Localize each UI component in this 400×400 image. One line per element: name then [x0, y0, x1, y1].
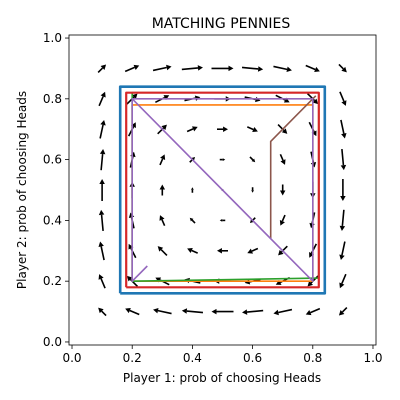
field-arrow: [219, 219, 226, 222]
field-arrow: [305, 307, 321, 316]
field-arrow: [305, 64, 320, 72]
y-tick-label: 0.2: [43, 274, 62, 288]
field-arrow: [338, 63, 347, 73]
y-axis: 0.0 0.2 0.4 0.6 0.8 1.0: [43, 31, 69, 349]
field-arrow: [279, 214, 286, 226]
y-tick-label: 0.8: [43, 92, 62, 106]
x-tick-label: 0.0: [62, 351, 81, 365]
y-axis-label: Player 2: prob of choosing Heads: [15, 91, 29, 289]
field-arrow: [98, 91, 106, 107]
field-arrow: [339, 273, 347, 289]
field-arrow: [97, 64, 107, 73]
trajectory-line: [131, 98, 314, 282]
plot-frame: [68, 34, 377, 346]
field-arrow: [246, 126, 258, 133]
field-arrow: [159, 215, 166, 226]
field-arrow: [273, 308, 293, 316]
field-arrow: [125, 308, 140, 316]
field-arrow: [339, 209, 346, 231]
chart-title: MATCHING PENNIES: [152, 16, 291, 32]
field-arrow: [124, 64, 140, 73]
field-arrow: [152, 64, 172, 72]
field-arrow: [159, 184, 166, 196]
field-arrow: [273, 65, 292, 73]
field-arrow: [98, 274, 106, 289]
field-arrow: [339, 241, 346, 261]
field-arrow: [189, 217, 196, 224]
field-arrow: [191, 187, 194, 193]
x-axis-label: Player 1: prob of choosing Heads: [123, 371, 321, 385]
y-tick-label: 0.6: [43, 153, 62, 167]
field-arrow: [99, 119, 106, 139]
x-tick-label: 0.8: [303, 351, 322, 365]
field-arrow: [98, 241, 105, 261]
field-arrow: [181, 65, 203, 71]
field-arrow: [159, 154, 166, 166]
field-arrow: [99, 179, 105, 201]
series-group: [118, 85, 327, 295]
field-arrow: [211, 65, 234, 72]
field-arrow: [186, 126, 198, 133]
field-arrow: [279, 184, 286, 196]
field-arrow: [338, 307, 348, 316]
x-axis: 0.0 0.2 0.4 0.6 0.8 1.0: [62, 345, 383, 365]
field-arrow: [99, 149, 106, 171]
trajectory-line: [269, 95, 317, 239]
field-arrow: [153, 307, 172, 315]
field-arrow: [98, 209, 105, 232]
x-tick-label: 1.0: [363, 351, 382, 365]
field-arrow: [340, 179, 346, 201]
field-arrow: [339, 91, 347, 106]
field-arrow: [251, 187, 254, 193]
field-arrow: [340, 119, 347, 139]
trajectory-line: [125, 91, 320, 289]
trajectory-line: [118, 85, 327, 295]
x-tick-label: 0.4: [183, 351, 202, 365]
field-arrow: [219, 158, 226, 161]
y-tick-label: 0.4: [43, 213, 62, 227]
field-arrow: [217, 126, 228, 132]
field-arrow: [181, 308, 204, 314]
field-arrow: [187, 247, 199, 254]
field-arrow: [241, 66, 264, 72]
field-arrow: [247, 247, 259, 254]
field-arrow: [249, 156, 256, 163]
field-arrow: [242, 309, 264, 315]
field-arrow: [217, 248, 228, 254]
field-arrow: [340, 148, 347, 171]
field-arrow: [279, 154, 286, 165]
y-tick-label: 1.0: [43, 31, 62, 45]
field-arrow: [98, 307, 107, 317]
field-arrow: [211, 308, 234, 315]
x-tick-label: 0.2: [123, 351, 142, 365]
x-tick-label: 0.6: [243, 351, 262, 365]
field-arrow: [157, 246, 168, 256]
y-tick-label: 0.0: [43, 335, 62, 349]
